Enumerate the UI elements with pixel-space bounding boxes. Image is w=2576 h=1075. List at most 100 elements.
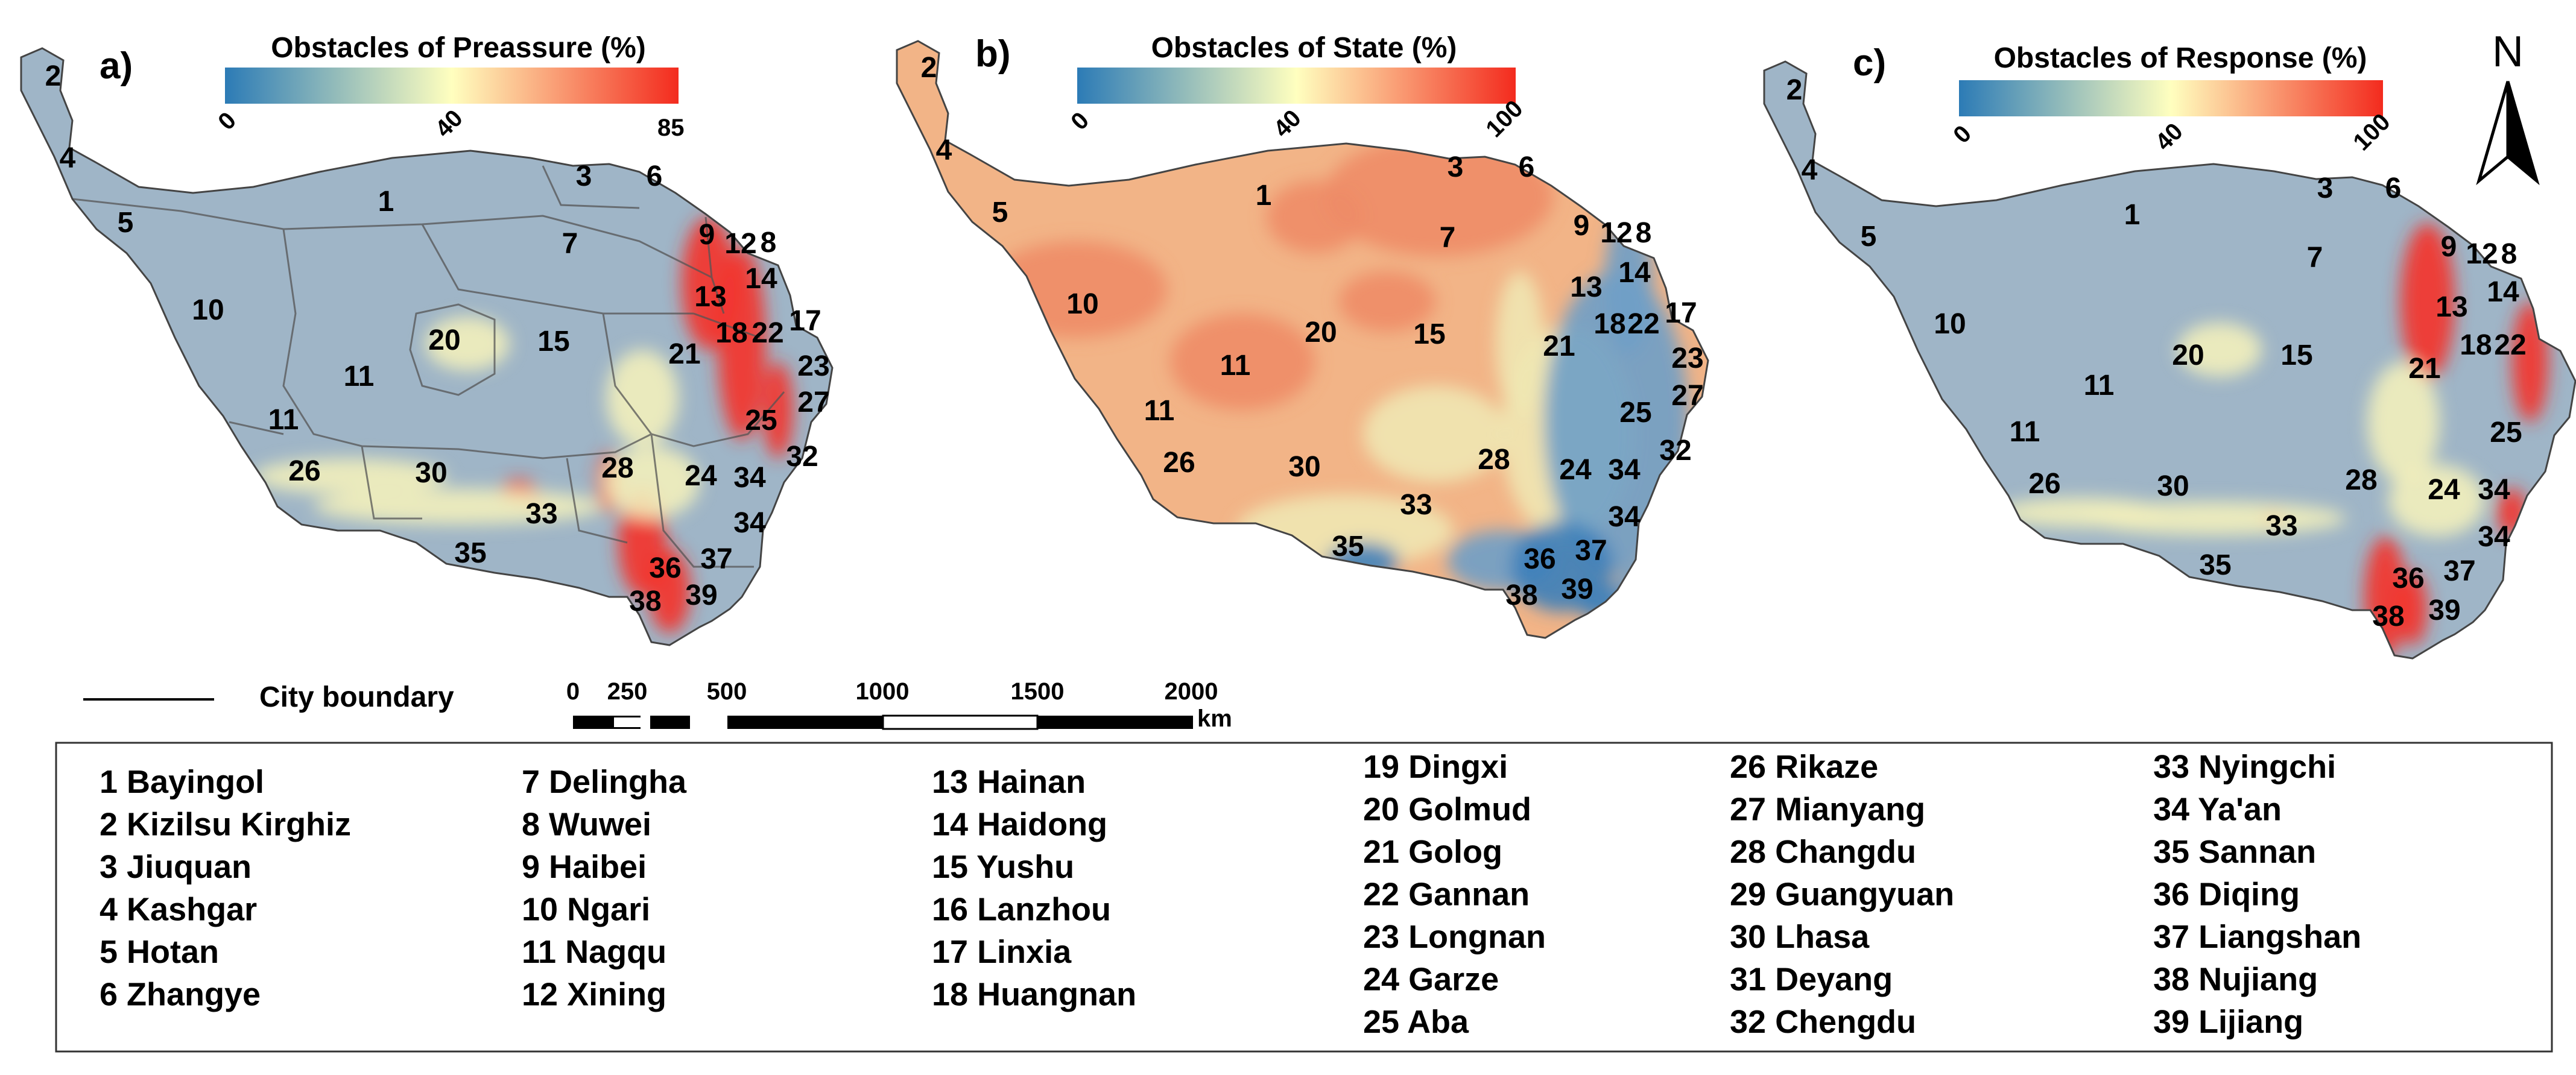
scale-bar: 0 250 500 1000 1500 2000 km [566, 678, 1232, 732]
city-number-label: 20 [1305, 317, 1337, 348]
hotspot [314, 488, 603, 525]
city-number-label: 33 [2265, 510, 2297, 542]
city-number-label: 8 [2501, 238, 2517, 270]
region-hotspots [1996, 223, 2548, 657]
city-number-label: 39 [685, 579, 717, 611]
city-number-label: 30 [415, 457, 447, 489]
city-number-label: 14 [745, 263, 777, 295]
colorbar-gradient [1959, 80, 2383, 116]
city-legend-item: 7 Delingha [522, 764, 687, 800]
city-number-label: 27 [797, 386, 829, 418]
city-number-label: 12 [2466, 238, 2498, 270]
colorbar-gradient [1077, 68, 1516, 104]
city-number-label: 6 [647, 160, 663, 192]
city-number-label: 13 [1570, 271, 1602, 303]
colorbar-tick-mid: 40 [2150, 118, 2188, 156]
city-number-label: 11 [2010, 416, 2040, 448]
city-legend-item: 12 Xining [522, 977, 666, 1013]
city-number-label: 35 [2199, 549, 2231, 581]
scale-segment [650, 716, 690, 729]
hotspot [1339, 271, 1435, 332]
hotspot [718, 247, 766, 440]
city-number-label: 21 [2408, 353, 2440, 385]
city-number-label: 4 [936, 134, 952, 166]
hotspot [2388, 464, 2485, 537]
hotspot [2367, 362, 2440, 482]
colorbar-title: Obstacles of Response (%) [1994, 42, 2367, 74]
city-number-label: 34 [733, 507, 766, 539]
scale-tick: 1500 [1011, 678, 1065, 705]
scale-tick: 500 [707, 678, 747, 705]
city-number-label: 9 [699, 219, 715, 251]
city-number-label: 37 [700, 543, 732, 575]
city-number-label: 14 [1618, 257, 1651, 289]
city-number-label: 10 [1066, 288, 1098, 320]
hotspot [1267, 181, 1363, 253]
city-legend-item: 3 Jiuquan [100, 849, 252, 885]
city-number-label: 33 [525, 498, 557, 530]
city-number-label: 1 [2124, 199, 2141, 231]
colorbar-tick-min: 0 [1066, 107, 1094, 136]
city-number-label: 32 [786, 441, 818, 473]
city-number-label: 39 [1561, 573, 1593, 605]
city-number-label: 11 [268, 404, 299, 436]
city-boundary-label: City boundary [259, 681, 454, 713]
colorbar: Obstacles of State (%) 0 40 100 [1066, 32, 1528, 142]
city-legend-item: 11 Nagqu [522, 934, 666, 970]
hotspot [648, 549, 691, 633]
city-legend-item: 20 Golmud [1363, 792, 1531, 828]
city-legend-item: 9 Haibei [522, 849, 647, 885]
north-arrow: N [2476, 28, 2540, 186]
city-legend-item: 39 Lijiang [2153, 1004, 2303, 1040]
city-number-label: 9 [1574, 210, 1590, 242]
city-legend-item: 22 Gannan [1363, 877, 1530, 913]
hotspot [1363, 386, 1508, 482]
colorbar-tick-mid: 40 [1268, 105, 1306, 143]
city-number-label: 24 [685, 460, 717, 492]
city-legend-item: 24 Garze [1363, 962, 1499, 998]
city-number-label: 21 [1543, 330, 1575, 362]
city-number-label: 28 [2345, 464, 2377, 496]
city-number-label: 36 [2392, 563, 2424, 594]
city-number-label: 38 [1505, 579, 1537, 611]
city-number-label: 26 [288, 455, 320, 487]
city-number-label: 2 [1786, 74, 1803, 106]
city-number-label: 25 [745, 405, 777, 437]
city-legend-item: 4 Kashgar [100, 892, 257, 928]
city-legend-item: 21 Golog [1363, 834, 1502, 870]
city-legend-item: 18 Huangnan [932, 977, 1136, 1013]
city-number-label: 38 [629, 585, 661, 617]
city-legend-item: 10 Ngari [522, 892, 650, 928]
scale-tick: 0 [566, 678, 580, 705]
city-number-label: 17 [789, 305, 821, 337]
city-boundary-key: City boundary [83, 681, 454, 713]
region-hotspots [986, 136, 1689, 638]
city-number-label: 32 [1659, 435, 1691, 467]
city-legend-item: 30 Lhasa [1730, 919, 1870, 955]
city-number-label: 11 [1144, 395, 1175, 427]
city-number-label: 3 [2317, 172, 2334, 204]
colorbar-tick-mid: 40 [430, 105, 468, 143]
city-number-label: 7 [562, 228, 578, 260]
colorbar-tick-max: 85 [657, 115, 685, 141]
city-number-label: 15 [2280, 339, 2312, 371]
city-number-label: 22 [2494, 329, 2526, 361]
city-legend-item: 27 Mianyang [1730, 792, 1925, 828]
hotspot [1170, 314, 1315, 410]
city-number-label: 17 [1665, 297, 1697, 329]
city-number-label: 24 [2428, 474, 2460, 506]
city-legend-item: 1 Bayingol [100, 764, 264, 800]
city-number-label: 35 [1332, 531, 1364, 563]
scale-tick: 1000 [856, 678, 910, 705]
city-number-label: 3 [1448, 151, 1464, 183]
hotspot [253, 458, 446, 494]
city-number-label: 1 [1256, 180, 1272, 212]
panel-b: b) Obstacles of State (%) 0 40 100 [896, 32, 1709, 639]
city-legend-item: 2 Kizilsu Kirghiz [100, 807, 351, 843]
city-number-label: 8 [1636, 217, 1652, 249]
city-number-label: 37 [2443, 555, 2475, 587]
city-legend-item: 28 Changdu [1730, 834, 1916, 870]
